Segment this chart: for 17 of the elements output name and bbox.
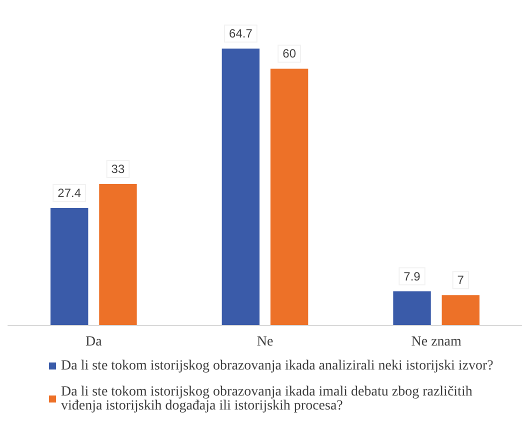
bar	[393, 291, 431, 325]
bar	[442, 295, 480, 325]
bar	[222, 48, 260, 325]
data-label: 7	[457, 273, 464, 288]
x-tick-label: Ne	[256, 334, 274, 350]
legend-label: Da li ste tokom istorijskog obrazovanja ikada imali debatu zbog različitih viđenja istorijskih događaja ili istorijskih procesa?	[61, 384, 476, 414]
data-label: 33	[111, 162, 125, 176]
bar	[99, 184, 137, 325]
x-tick-label: Ne znam	[411, 334, 462, 350]
data-label: 27.4	[58, 186, 82, 200]
bar	[270, 68, 308, 325]
bar	[50, 208, 88, 325]
data-label: 7.9	[404, 269, 421, 284]
x-tick-label: Da	[86, 334, 103, 350]
data-label: 64.7	[229, 26, 253, 41]
data-label: 60	[282, 46, 296, 61]
legend-label: Da li ste tokom istorijskog obrazovanja ikada analizirali neki istorijski izvor?	[61, 358, 494, 374]
